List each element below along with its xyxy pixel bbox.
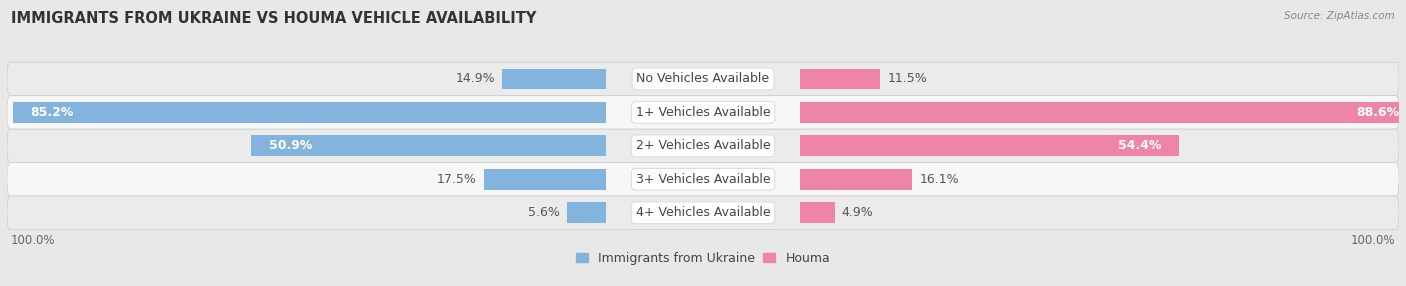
- Bar: [800, 69, 880, 89]
- Text: 1+ Vehicles Available: 1+ Vehicles Available: [636, 106, 770, 119]
- Text: 2+ Vehicles Available: 2+ Vehicles Available: [636, 139, 770, 152]
- FancyBboxPatch shape: [7, 196, 1399, 229]
- Text: 11.5%: 11.5%: [887, 72, 927, 86]
- Text: 50.9%: 50.9%: [269, 139, 312, 152]
- Bar: [13, 102, 606, 123]
- Text: 100.0%: 100.0%: [10, 233, 55, 247]
- Bar: [502, 69, 606, 89]
- Bar: [252, 136, 606, 156]
- Text: 4+ Vehicles Available: 4+ Vehicles Available: [636, 206, 770, 219]
- Text: IMMIGRANTS FROM UKRAINE VS HOUMA VEHICLE AVAILABILITY: IMMIGRANTS FROM UKRAINE VS HOUMA VEHICLE…: [11, 11, 537, 26]
- FancyBboxPatch shape: [7, 96, 1399, 129]
- Bar: [800, 169, 912, 190]
- FancyBboxPatch shape: [7, 129, 1399, 162]
- Bar: [800, 136, 1180, 156]
- Text: 16.1%: 16.1%: [920, 173, 959, 186]
- Legend: Immigrants from Ukraine, Houma: Immigrants from Ukraine, Houma: [574, 249, 832, 267]
- FancyBboxPatch shape: [7, 62, 1399, 96]
- Text: No Vehicles Available: No Vehicles Available: [637, 72, 769, 86]
- Text: 100.0%: 100.0%: [1351, 233, 1396, 247]
- FancyBboxPatch shape: [7, 162, 1399, 196]
- Text: Source: ZipAtlas.com: Source: ZipAtlas.com: [1284, 11, 1395, 21]
- Text: 3+ Vehicles Available: 3+ Vehicles Available: [636, 173, 770, 186]
- Text: 88.6%: 88.6%: [1357, 106, 1399, 119]
- Text: 54.4%: 54.4%: [1118, 139, 1161, 152]
- Text: 4.9%: 4.9%: [842, 206, 873, 219]
- Bar: [800, 202, 835, 223]
- Bar: [567, 202, 606, 223]
- Text: 85.2%: 85.2%: [30, 106, 73, 119]
- Text: 5.6%: 5.6%: [527, 206, 560, 219]
- Text: 17.5%: 17.5%: [437, 173, 477, 186]
- Bar: [800, 102, 1406, 123]
- Text: 14.9%: 14.9%: [456, 72, 495, 86]
- Bar: [484, 169, 606, 190]
